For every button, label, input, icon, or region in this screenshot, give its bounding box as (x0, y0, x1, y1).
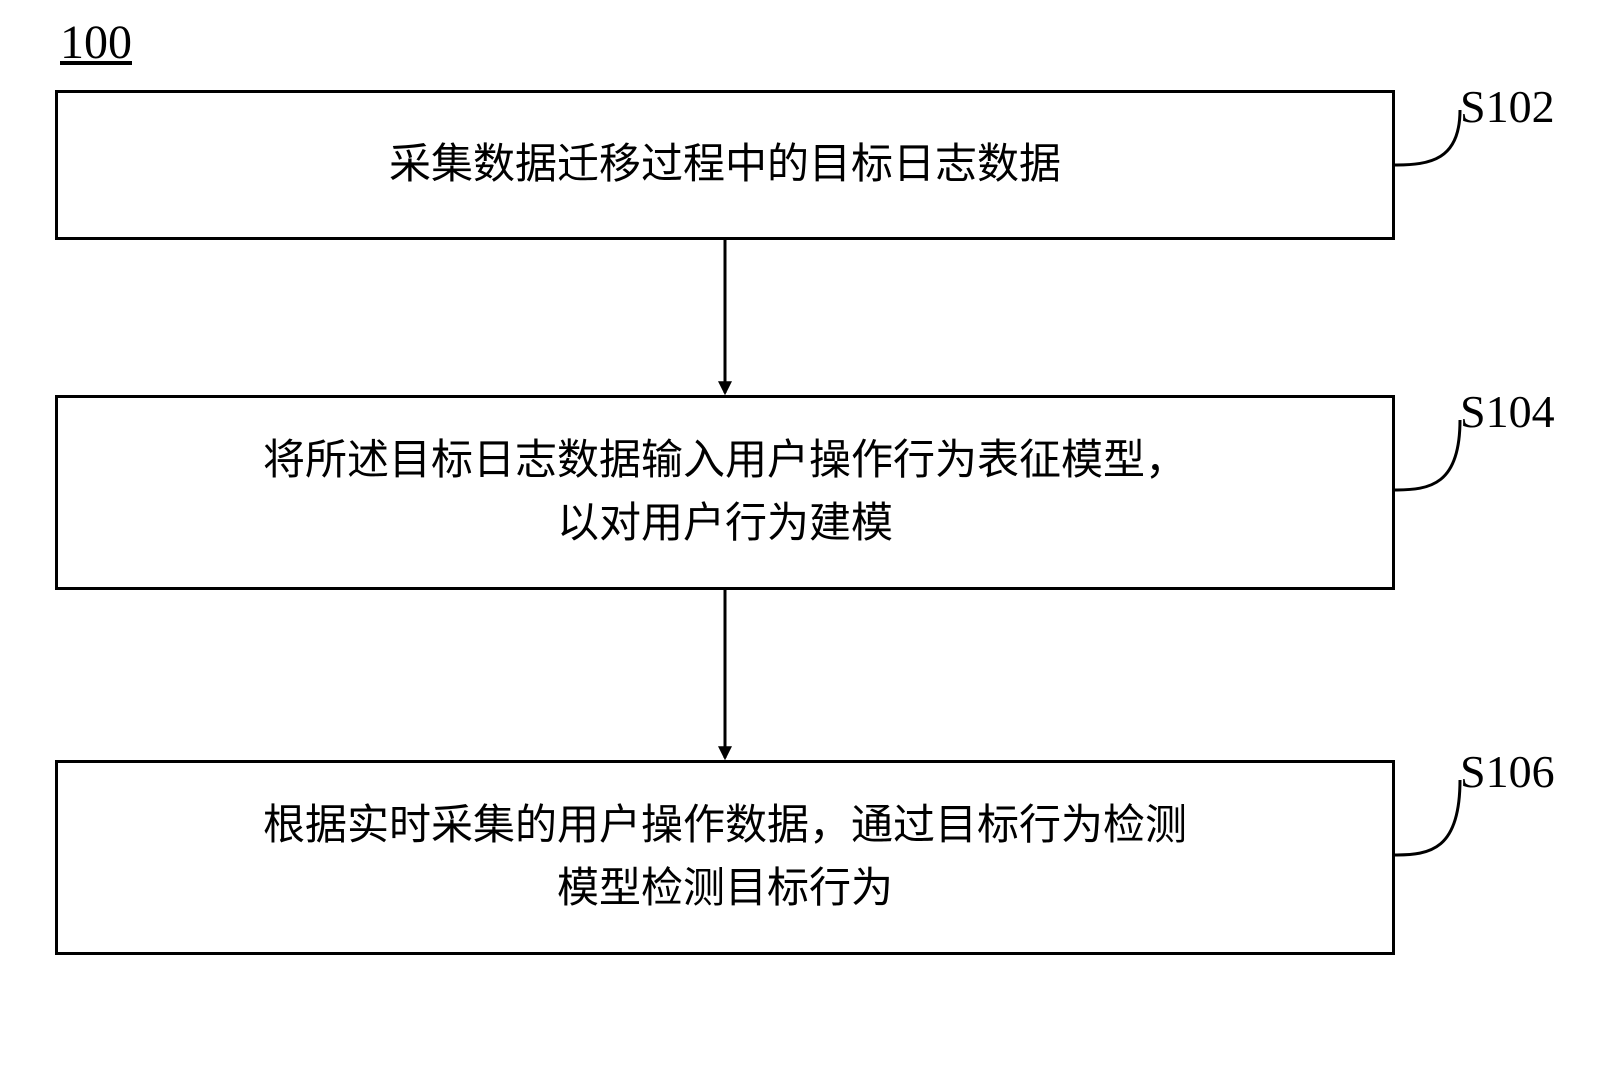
step-text-s104: 将所述目标日志数据输入用户操作行为表征模型，以对用户行为建模 (263, 430, 1187, 556)
step-text-s106: 根据实时采集的用户操作数据，通过目标行为检测模型检测目标行为 (263, 795, 1187, 921)
step-box-s102: 采集数据迁移过程中的目标日志数据 (55, 90, 1395, 240)
step-label-s104: S104 (1460, 385, 1555, 438)
flowchart-canvas: 100 采集数据迁移过程中的目标日志数据 S102 将所述目标日志数据输入用户操… (0, 0, 1609, 1066)
figure-number: 100 (60, 15, 132, 70)
step-box-s104: 将所述目标日志数据输入用户操作行为表征模型，以对用户行为建模 (55, 395, 1395, 590)
step-box-s106: 根据实时采集的用户操作数据，通过目标行为检测模型检测目标行为 (55, 760, 1395, 955)
step-label-s102: S102 (1460, 80, 1555, 133)
step-text-s102: 采集数据迁移过程中的目标日志数据 (389, 134, 1061, 197)
step-label-s106: S106 (1460, 745, 1555, 798)
